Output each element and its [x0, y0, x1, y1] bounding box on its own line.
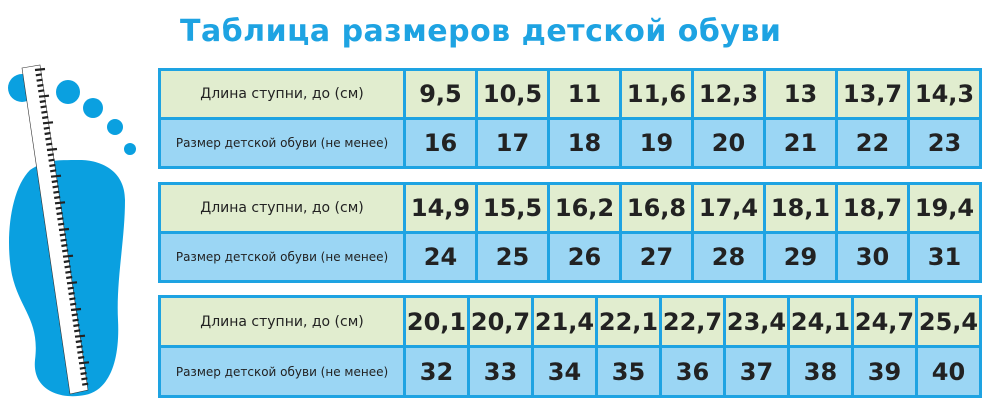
shoe-size-cell: 36: [662, 348, 723, 395]
foot-length-cell: 16,2: [550, 185, 619, 231]
shoe-size-cell: 30: [838, 234, 907, 280]
shoe-size-label: Размер детской обуви (не менее): [161, 234, 403, 280]
size-table-2: Длина ступни, до (см) 14,9 15,5 16,2 16,8 17,…: [158, 182, 982, 283]
foot-length-cell: 22,1: [598, 298, 659, 345]
shoe-size-cell: 19: [622, 120, 691, 166]
foot-length-cell: 14,9: [406, 185, 475, 231]
shoe-size-cell: 17: [478, 120, 547, 166]
shoe-size-cell: 32: [406, 348, 467, 395]
shoe-size-cell: 26: [550, 234, 619, 280]
foot-length-cell: 24,1: [790, 298, 851, 345]
shoe-size-cell: 18: [550, 120, 619, 166]
foot-length-cell: 25,4: [918, 298, 979, 345]
shoe-size-cell: 27: [622, 234, 691, 280]
shoe-size-label: Размер детской обуви (не менее): [161, 348, 403, 395]
shoe-size-cell: 20: [694, 120, 763, 166]
foot-length-cell: 23,4: [726, 298, 787, 345]
foot-length-cell: 16,8: [622, 185, 691, 231]
shoe-size-cell: 39: [854, 348, 915, 395]
foot-length-cell: 13,7: [838, 71, 907, 117]
foot-length-label: Длина ступни, до (см): [161, 185, 403, 231]
foot-length-cell: 20,1: [406, 298, 467, 345]
shoe-size-cell: 40: [918, 348, 979, 395]
foot-length-cell: 17,4: [694, 185, 763, 231]
foot-length-cell: 22,7: [662, 298, 723, 345]
shoe-size-label: Размер детской обуви (не менее): [161, 120, 403, 166]
shoe-size-cell: 37: [726, 348, 787, 395]
foot-length-cell: 21,4: [534, 298, 595, 345]
shoe-size-cell: 24: [406, 234, 475, 280]
shoe-size-cell: 35: [598, 348, 659, 395]
foot-length-cell: 9,5: [406, 71, 475, 117]
foot-length-cell: 14,3: [910, 71, 979, 117]
foot-length-cell: 11,6: [622, 71, 691, 117]
foot-length-cell: 24,7: [854, 298, 915, 345]
foot-length-cell: 11: [550, 71, 619, 117]
foot-length-cell: 20,7: [470, 298, 531, 345]
shoe-size-cell: 38: [790, 348, 851, 395]
shoe-size-cell: 25: [478, 234, 547, 280]
foot-length-cell: 18,7: [838, 185, 907, 231]
foot-length-cell: 19,4: [910, 185, 979, 231]
foot-length-cell: 15,5: [478, 185, 547, 231]
page-title: Таблица размеров детской обуви: [180, 14, 782, 49]
shoe-size-cell: 23: [910, 120, 979, 166]
shoe-size-cell: 33: [470, 348, 531, 395]
size-table-3: Длина ступни, до (см) 20,1 20,7 21,4 22,1 22,…: [158, 295, 982, 398]
foot-length-cell: 13: [766, 71, 835, 117]
foot-with-ruler-icon: [8, 64, 136, 397]
shoe-size-cell: 16: [406, 120, 475, 166]
shoe-size-cell: 29: [766, 234, 835, 280]
shoe-size-cell: 31: [910, 234, 979, 280]
foot-length-cell: 12,3: [694, 71, 763, 117]
shoe-size-cell: 21: [766, 120, 835, 166]
shoe-size-cell: 34: [534, 348, 595, 395]
foot-length-label: Длина ступни, до (см): [161, 71, 403, 117]
shoe-size-cell: 22: [838, 120, 907, 166]
size-table-1: Длина ступни, до (см) 9,5 10,5 11 11,6 12,3 13…: [158, 68, 982, 169]
foot-length-cell: 10,5: [478, 71, 547, 117]
foot-length-cell: 18,1: [766, 185, 835, 231]
shoe-size-cell: 28: [694, 234, 763, 280]
foot-length-label: Длина ступни, до (см): [161, 298, 403, 345]
